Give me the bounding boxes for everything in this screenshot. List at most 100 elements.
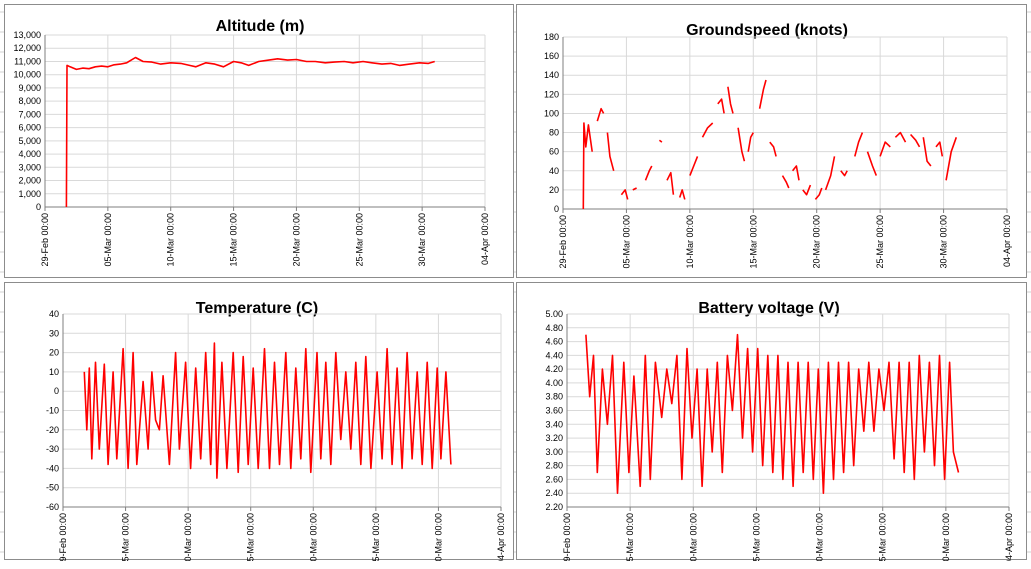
- series-line-segment: [65, 56, 435, 208]
- y-tick-label: 3.60: [545, 406, 563, 416]
- x-tick-label: 05-Mar 00:00: [625, 513, 635, 561]
- y-tick-label: 20: [49, 348, 59, 358]
- chart-title: Battery voltage (V): [698, 300, 839, 317]
- chart-panel-temperature[interactable]: Temperature (C) -60 -50 -40 -30 -20 -10 0 10 20 30…: [4, 282, 514, 561]
- y-tick-label: 0: [36, 202, 41, 212]
- y-tick-label: 13,000: [13, 30, 41, 40]
- groundspeed-chart: Groundspeed (knots) 0 20 40 60 80 100 120 140 160…: [544, 22, 1012, 269]
- y-tick-label: 1,000: [18, 189, 41, 199]
- x-tick-label: 15-Mar 00:00: [751, 513, 761, 561]
- chart-panel-altitude[interactable]: Altitude (m) 0 1,000 2,000 3,000 4,000 5,000 6,…: [4, 4, 514, 278]
- series-line-segment: [582, 122, 593, 210]
- y-tick-label: 4.00: [545, 378, 563, 388]
- y-tick-label: 0: [554, 204, 559, 214]
- series-line-segment: [727, 86, 734, 114]
- y-tick-label: 4.40: [545, 350, 563, 360]
- x-tick-label: 10-Mar 00:00: [688, 513, 698, 561]
- y-tick-label: 140: [544, 70, 559, 80]
- y-tick-label: 0: [54, 386, 59, 396]
- temperature-chart: Temperature (C) -60 -50 -40 -30 -20 -10 0 10 20 30…: [46, 300, 506, 561]
- y-tick-label: 4.20: [545, 364, 563, 374]
- series-line-segment: [758, 79, 767, 109]
- x-tick-label: 10-Mar 00:00: [685, 215, 695, 269]
- y-tick-label: 9,000: [18, 83, 41, 93]
- x-tick-label: 10-Mar 00:00: [166, 213, 176, 267]
- x-tick-label: 25-Mar 00:00: [878, 513, 888, 561]
- series-line-segment: [678, 189, 686, 200]
- battery-voltage-chart: Battery voltage (V) 2.20 2.40 2.60 2.80 3.00 3…: [545, 300, 1014, 561]
- altitude-chart: Altitude (m) 0 1,000 2,000 3,000 4,000 5,000 6,…: [13, 18, 490, 267]
- x-tick-label: 20-Mar 00:00: [815, 513, 825, 561]
- series-line-segment: [879, 141, 891, 157]
- x-tick-label: 30-Mar 00:00: [939, 215, 949, 269]
- x-tick-label: 29-Feb 00:00: [558, 215, 568, 269]
- x-tick-label: 10-Mar 00:00: [183, 513, 193, 561]
- series-line-segment: [935, 141, 944, 157]
- series-line-segment: [910, 133, 921, 148]
- x-tick-label: 05-Mar 00:00: [103, 213, 113, 267]
- y-tick-label: -20: [46, 425, 59, 435]
- x-tick-label: 05-Mar 00:00: [121, 513, 131, 561]
- chart-title: Temperature (C): [196, 300, 318, 317]
- series-line-segment: [666, 171, 675, 195]
- y-tick-label: 3.40: [545, 419, 563, 429]
- series-line-segment: [689, 156, 699, 176]
- y-tick-label: 40: [49, 309, 59, 319]
- series-line-segment: [585, 333, 960, 494]
- y-tick-label: 4.60: [545, 337, 563, 347]
- y-tick-label: 5.00: [545, 309, 563, 319]
- chart-panel-battery-voltage[interactable]: Battery voltage (V) 2.20 2.40 2.60 2.80 3.00 3…: [516, 282, 1027, 561]
- y-tick-label: 40: [549, 166, 559, 176]
- x-tick-label: 05-Mar 00:00: [621, 215, 631, 269]
- y-tick-label: 11,000: [14, 56, 41, 66]
- series-line-segment: [644, 165, 653, 181]
- series-line-segment: [737, 127, 746, 162]
- y-tick-label: 10: [49, 367, 59, 377]
- series-line-segment: [658, 139, 663, 143]
- x-tick-label: 29-Feb 00:00: [562, 513, 572, 561]
- x-tick-label: 15-Mar 00:00: [229, 213, 239, 267]
- y-tick-label: -30: [46, 444, 59, 454]
- series-line-segment: [781, 175, 790, 189]
- series-line-segment: [606, 132, 615, 172]
- series-line-segment: [791, 165, 800, 181]
- x-tick-label: 04-Apr 00:00: [1004, 513, 1014, 561]
- y-tick-label: 6,000: [18, 123, 41, 133]
- series-line-segment: [854, 132, 864, 157]
- series-line-segment: [717, 98, 725, 114]
- series-line-segment: [824, 156, 836, 191]
- y-tick-label: 60: [549, 147, 559, 157]
- series-line-segment: [83, 342, 452, 479]
- x-tick-label: 29-Feb 00:00: [58, 513, 68, 561]
- y-tick-label: 12,000: [13, 43, 41, 53]
- series-line-segment: [747, 132, 755, 152]
- x-tick-label: 04-Apr 00:00: [1002, 215, 1012, 267]
- y-tick-label: 7,000: [18, 109, 41, 119]
- series-line-segment: [701, 122, 714, 138]
- x-tick-label: 04-Apr 00:00: [480, 213, 490, 265]
- x-tick-label: 25-Mar 00:00: [875, 215, 885, 269]
- series-line-segment: [894, 131, 907, 143]
- x-tick-label: 04-Apr 00:00: [496, 513, 506, 561]
- y-tick-label: -40: [46, 463, 59, 473]
- y-tick-label: 5,000: [18, 136, 41, 146]
- y-tick-label: 160: [544, 51, 559, 61]
- x-tick-label: 15-Mar 00:00: [748, 215, 758, 269]
- series-line-segment: [596, 107, 605, 122]
- series-line-segment: [769, 141, 777, 157]
- series-line-segment: [632, 187, 637, 191]
- y-tick-label: 100: [544, 108, 559, 118]
- y-tick-label: 2.20: [545, 502, 563, 512]
- x-tick-label: 20-Mar 00:00: [308, 513, 318, 561]
- y-tick-label: 3,000: [18, 162, 41, 172]
- x-tick-label: 30-Mar 00:00: [941, 513, 951, 561]
- y-tick-label: 20: [549, 185, 559, 195]
- series-line-segment: [802, 184, 812, 196]
- chart-title: Groundspeed (knots): [686, 22, 848, 39]
- series-line-segment: [814, 187, 823, 200]
- y-tick-label: 2.60: [545, 474, 563, 484]
- series-line-segment: [620, 189, 629, 200]
- chart-panel-groundspeed[interactable]: Groundspeed (knots) 0 20 40 60 80 100 120 140 160…: [516, 4, 1027, 278]
- y-tick-label: -50: [46, 483, 59, 493]
